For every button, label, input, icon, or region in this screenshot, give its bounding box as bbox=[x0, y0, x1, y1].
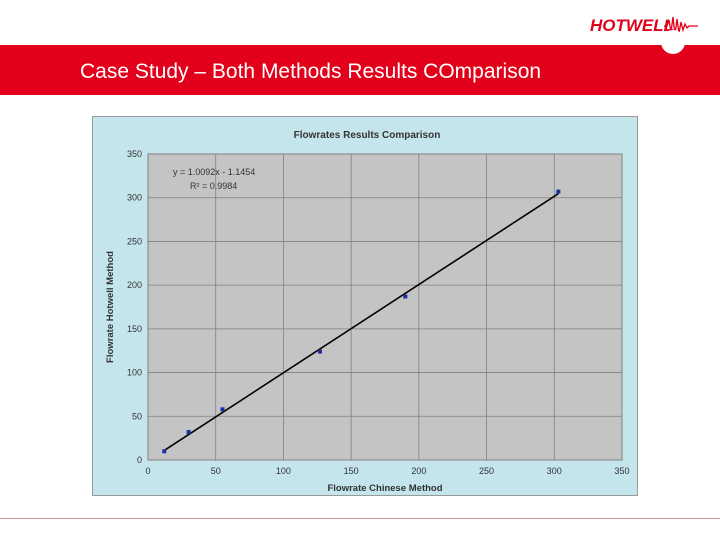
y-tick-label: 0 bbox=[137, 455, 142, 465]
x-tick-label: 350 bbox=[614, 466, 629, 476]
y-tick-labels: 0 50 100 150 200 250 300 350 bbox=[127, 149, 142, 465]
x-tick-label: 250 bbox=[479, 466, 494, 476]
x-tick-labels: 0 50 100 150 200 250 300 350 bbox=[145, 466, 629, 476]
grid-lines bbox=[148, 154, 622, 460]
x-tick-label: 300 bbox=[547, 466, 562, 476]
r-squared-annotation: R² = 0.9984 bbox=[190, 181, 237, 191]
x-axis-label: Flowrate Chinese Method bbox=[327, 483, 442, 494]
data-point bbox=[186, 430, 191, 435]
y-tick-label: 150 bbox=[127, 324, 142, 334]
logo-circle bbox=[661, 30, 685, 54]
x-tick-label: 200 bbox=[411, 466, 426, 476]
logo-text: HOTWELL bbox=[590, 16, 675, 35]
data-point bbox=[220, 407, 225, 412]
equation-annotation: y = 1.0092x - 1.1454 bbox=[173, 167, 255, 177]
y-tick-label: 200 bbox=[127, 280, 142, 290]
y-tick-label: 50 bbox=[132, 411, 142, 421]
y-tick-label: 100 bbox=[127, 368, 142, 378]
chart-title: Flowrates Results Comparison bbox=[294, 130, 441, 141]
x-tick-label: 100 bbox=[276, 466, 291, 476]
hotwell-logo: HOTWELL bbox=[590, 10, 700, 46]
data-point bbox=[162, 449, 167, 454]
data-point bbox=[317, 349, 322, 354]
footer-divider bbox=[0, 518, 720, 519]
y-tick-label: 350 bbox=[127, 149, 142, 159]
page-title: Case Study – Both Methods Results COmpar… bbox=[80, 60, 542, 83]
scatter-chart: 0 50 100 150 200 250 300 350 0 50 100 150 200 250 300… bbox=[105, 130, 630, 494]
trend-line bbox=[163, 192, 559, 452]
x-tick-label: 150 bbox=[344, 466, 359, 476]
chart-container: 0 50 100 150 200 250 300 350 0 50 100 150 200 250 300… bbox=[92, 116, 638, 496]
title-banner bbox=[0, 45, 720, 95]
y-tick-label: 250 bbox=[127, 236, 142, 246]
waveform-icon bbox=[664, 16, 698, 36]
x-tick-label: 50 bbox=[211, 466, 221, 476]
y-tick-label: 300 bbox=[127, 193, 142, 203]
data-point bbox=[556, 189, 561, 194]
y-axis-label: Flowrate Hotwell Method bbox=[105, 251, 116, 363]
x-tick-label: 0 bbox=[145, 466, 150, 476]
data-point bbox=[403, 294, 408, 299]
data-points bbox=[162, 189, 561, 454]
